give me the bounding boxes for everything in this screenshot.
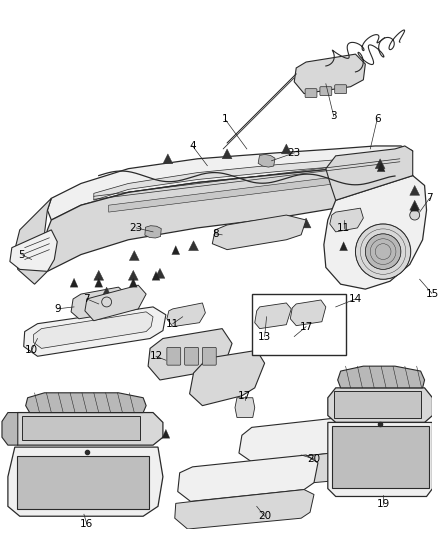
Polygon shape <box>255 303 291 329</box>
Polygon shape <box>71 287 127 319</box>
Polygon shape <box>239 417 356 462</box>
Text: 16: 16 <box>80 519 94 529</box>
Polygon shape <box>34 312 153 349</box>
Polygon shape <box>377 163 385 172</box>
Polygon shape <box>102 287 112 297</box>
Polygon shape <box>375 159 385 168</box>
Text: 6: 6 <box>374 114 381 124</box>
Polygon shape <box>235 452 350 489</box>
Polygon shape <box>94 156 400 200</box>
Polygon shape <box>8 413 163 445</box>
Polygon shape <box>410 185 420 195</box>
Polygon shape <box>94 270 104 280</box>
Text: 10: 10 <box>25 345 38 356</box>
Polygon shape <box>47 146 413 220</box>
Polygon shape <box>301 218 311 228</box>
Polygon shape <box>212 215 306 249</box>
Polygon shape <box>2 413 18 445</box>
Circle shape <box>410 210 420 220</box>
Text: 17: 17 <box>238 391 251 401</box>
Polygon shape <box>128 270 138 280</box>
Polygon shape <box>172 246 180 255</box>
Text: 19: 19 <box>377 499 390 510</box>
Polygon shape <box>339 242 348 251</box>
Polygon shape <box>95 278 102 287</box>
Polygon shape <box>167 303 205 327</box>
Polygon shape <box>155 269 165 278</box>
Polygon shape <box>281 144 291 154</box>
FancyBboxPatch shape <box>22 416 140 440</box>
Polygon shape <box>222 149 232 159</box>
Polygon shape <box>281 330 301 350</box>
Text: 23: 23 <box>130 223 143 233</box>
Text: 12: 12 <box>149 351 162 361</box>
Text: 17: 17 <box>300 321 313 332</box>
Text: 20: 20 <box>307 454 321 464</box>
Polygon shape <box>258 155 275 167</box>
FancyBboxPatch shape <box>305 88 317 98</box>
Polygon shape <box>129 278 137 287</box>
Polygon shape <box>8 447 163 516</box>
Polygon shape <box>189 241 198 251</box>
Text: 14: 14 <box>349 294 362 304</box>
Polygon shape <box>328 423 432 496</box>
Polygon shape <box>178 455 318 502</box>
Polygon shape <box>410 409 420 418</box>
Polygon shape <box>70 278 78 287</box>
FancyBboxPatch shape <box>334 391 420 418</box>
Polygon shape <box>152 271 160 280</box>
Circle shape <box>365 234 401 269</box>
Polygon shape <box>42 163 413 271</box>
Text: 11: 11 <box>337 223 350 233</box>
FancyBboxPatch shape <box>252 294 346 356</box>
Text: 9: 9 <box>54 304 60 314</box>
Text: 7: 7 <box>84 294 90 304</box>
FancyBboxPatch shape <box>185 348 198 365</box>
Text: 3: 3 <box>330 111 337 122</box>
FancyBboxPatch shape <box>332 426 428 488</box>
Polygon shape <box>15 198 51 284</box>
Polygon shape <box>148 329 232 380</box>
Polygon shape <box>338 366 424 388</box>
Text: 7: 7 <box>426 193 433 203</box>
Polygon shape <box>346 215 356 225</box>
Polygon shape <box>190 350 265 406</box>
Polygon shape <box>410 200 420 210</box>
Polygon shape <box>145 225 161 238</box>
Text: 15: 15 <box>426 289 438 299</box>
Text: 20: 20 <box>258 511 271 521</box>
Circle shape <box>356 224 411 279</box>
Polygon shape <box>109 175 375 212</box>
Polygon shape <box>175 490 314 529</box>
Polygon shape <box>328 388 432 423</box>
Text: 13: 13 <box>258 332 271 342</box>
FancyBboxPatch shape <box>17 456 149 510</box>
Polygon shape <box>85 285 146 321</box>
Circle shape <box>102 297 112 307</box>
FancyBboxPatch shape <box>335 85 346 94</box>
Polygon shape <box>10 230 57 271</box>
Polygon shape <box>235 398 255 417</box>
Polygon shape <box>26 393 146 413</box>
Polygon shape <box>129 251 139 261</box>
Text: 1: 1 <box>222 114 229 124</box>
FancyBboxPatch shape <box>202 348 216 365</box>
Polygon shape <box>330 208 364 232</box>
Text: 4: 4 <box>189 141 196 151</box>
Polygon shape <box>411 202 419 211</box>
FancyBboxPatch shape <box>167 348 181 365</box>
Text: 8: 8 <box>212 229 219 239</box>
Text: 11: 11 <box>166 319 180 329</box>
Text: 5: 5 <box>18 249 25 260</box>
Polygon shape <box>324 175 427 289</box>
Polygon shape <box>326 146 413 200</box>
Polygon shape <box>163 154 173 164</box>
Polygon shape <box>162 430 170 438</box>
Polygon shape <box>290 300 326 326</box>
Polygon shape <box>294 54 365 94</box>
FancyBboxPatch shape <box>320 87 332 95</box>
Text: 23: 23 <box>288 148 301 158</box>
Polygon shape <box>24 307 166 356</box>
